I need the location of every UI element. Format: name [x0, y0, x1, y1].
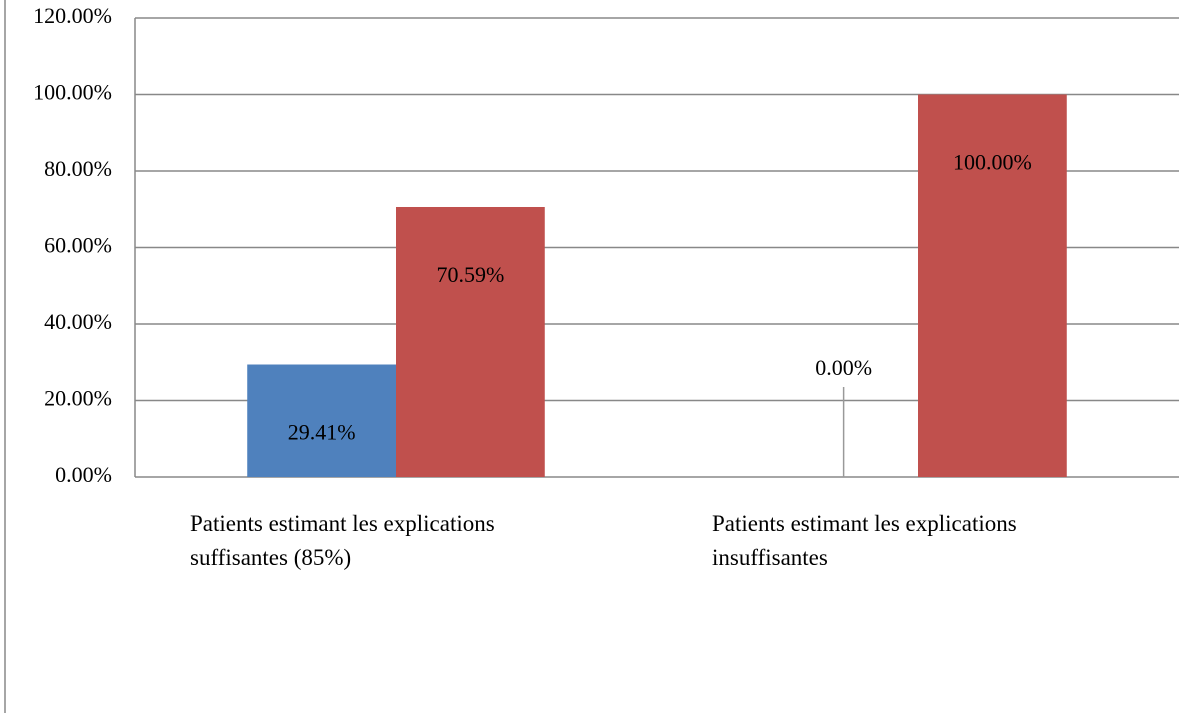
y-tick-label: 100.00%	[33, 80, 112, 105]
y-tick-label: 40.00%	[44, 309, 112, 334]
bar	[396, 206, 545, 477]
x-tick-label: Patients estimant les explications insuf…	[712, 511, 1017, 570]
data-label: 0.00%	[815, 355, 872, 380]
y-tick-label: 20.00%	[44, 386, 112, 411]
bar	[247, 364, 396, 477]
data-label: 100.00%	[953, 150, 1032, 175]
y-tick-label: 0.00%	[55, 462, 112, 487]
data-label: 29.41%	[288, 420, 356, 445]
data-label: 70.59%	[436, 262, 504, 287]
y-tick-label: 60.00%	[44, 233, 112, 258]
y-tick-label: 80.00%	[44, 156, 112, 181]
y-tick-label: 120.00%	[33, 3, 112, 28]
x-tick-label: Patients estimant les explications suffi…	[190, 511, 495, 570]
bar	[918, 94, 1067, 477]
